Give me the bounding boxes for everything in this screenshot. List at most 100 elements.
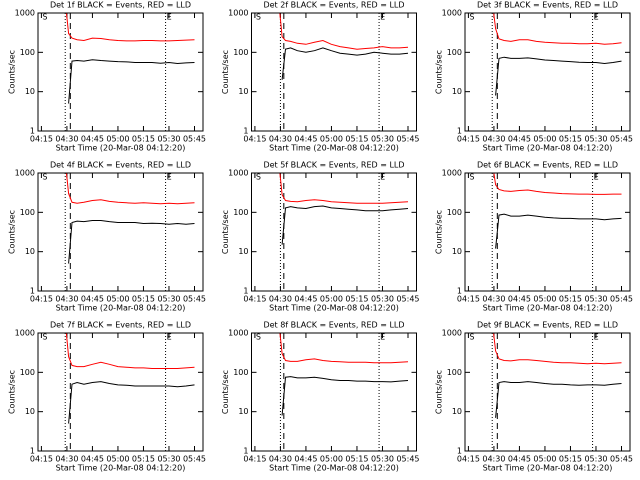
chart-title: Det 9f BLACK = Events, RED = LLD [477, 321, 618, 330]
x-tick-label: 04:30 [482, 455, 505, 464]
plot-frame [251, 12, 417, 132]
x-tick-label: 05:15 [132, 455, 155, 464]
annotation: E [594, 13, 599, 22]
series-line [65, 333, 195, 369]
annotation: E [380, 333, 385, 342]
series-line [493, 173, 622, 195]
plot-frame [464, 332, 631, 452]
y-tick-label: 10 [25, 407, 35, 416]
x-tick-label: 04:45 [294, 295, 317, 304]
panel: Det 1f BLACK = Events, RED = LLD Counts/s… [8, 1, 207, 153]
x-tick-label: 05:30 [157, 295, 180, 304]
x-axis-label: Start Time (20-Mar-08 04:12:20) [269, 304, 399, 313]
x-tick-label: 04:30 [269, 135, 292, 144]
annotation: E [594, 173, 599, 182]
y-axis-label: Counts/sec [8, 370, 17, 414]
chart-title: Det 7f BLACK = Events, RED = LLD [50, 321, 191, 330]
x-tick-label: 04:15 [457, 295, 480, 304]
series-line [279, 13, 409, 50]
x-tick-label: 05:30 [157, 135, 180, 144]
x-tick-label: 05:00 [106, 295, 129, 304]
y-tick-label: 100 [447, 48, 462, 57]
y-tick-label: 1 [243, 287, 248, 296]
x-tick-label: 05:15 [132, 295, 155, 304]
plot-frame [464, 12, 631, 132]
y-tick-label: 1 [30, 127, 35, 136]
plot-frame [464, 172, 631, 292]
y-tick-label: 1 [243, 447, 248, 456]
y-axis-label: Counts/sec [221, 50, 230, 94]
x-tick-label: 05:45 [396, 455, 419, 464]
x-tick-label: 05:00 [533, 295, 556, 304]
series-line [68, 59, 195, 104]
annotation: S [42, 173, 47, 182]
x-tick-label: 05:15 [132, 135, 155, 144]
annotation: S [256, 13, 261, 22]
annotation: S [42, 13, 47, 22]
x-tick-label: 04:45 [81, 455, 104, 464]
panel: Det 3f BLACK = Events, RED = LLD Counts/s… [435, 1, 634, 153]
x-tick-label: 05:15 [559, 455, 582, 464]
x-tick-label: 04:45 [294, 135, 317, 144]
chart-title: Det 2f BLACK = Events, RED = LLD [263, 1, 404, 10]
x-tick-label: 04:30 [269, 295, 292, 304]
series-line [281, 205, 409, 245]
x-tick-label: 05:00 [320, 295, 343, 304]
x-tick-label: 04:15 [243, 295, 266, 304]
x-tick-label: 04:15 [30, 135, 53, 144]
x-tick-label: 05:45 [396, 295, 419, 304]
x-tick-label: 05:30 [584, 135, 607, 144]
x-tick-label: 04:15 [30, 295, 53, 304]
y-axis-label: Counts/sec [435, 210, 444, 254]
x-tick-label: 05:00 [533, 455, 556, 464]
series-line [281, 376, 409, 416]
chart-title: Det 4f BLACK = Events, RED = LLD [50, 161, 191, 170]
y-tick-label: 10 [25, 87, 35, 96]
y-tick-label: 1000 [442, 9, 462, 18]
series-line [65, 173, 195, 205]
annotation: E [594, 333, 599, 342]
y-tick-label: 1 [457, 287, 462, 296]
x-tick-label: 05:30 [157, 455, 180, 464]
annotation: E [380, 13, 385, 22]
chart-title: Det 5f BLACK = Events, RED = LLD [263, 161, 404, 170]
y-tick-label: 10 [238, 87, 248, 96]
x-tick-label: 04:15 [457, 455, 480, 464]
panel: Det 4f BLACK = Events, RED = LLD Counts/s… [8, 161, 207, 313]
x-tick-label: 04:30 [55, 295, 78, 304]
y-tick-label: 1000 [15, 329, 35, 338]
annotation: S [469, 173, 474, 182]
chart-title: Det 8f BLACK = Events, RED = LLD [263, 321, 404, 330]
plot-frame [37, 172, 204, 292]
x-tick-label: 04:45 [508, 295, 531, 304]
x-tick-label: 04:15 [457, 135, 480, 144]
y-tick-label: 1000 [15, 169, 35, 178]
y-tick-label: 1 [30, 287, 35, 296]
series-line [493, 333, 622, 365]
y-tick-label: 10 [25, 247, 35, 256]
annotation: E [167, 173, 172, 182]
y-axis-label: Counts/sec [221, 210, 230, 254]
plot-frame [37, 12, 204, 132]
x-tick-label: 04:30 [269, 455, 292, 464]
y-tick-label: 1 [457, 127, 462, 136]
plot-frame [251, 172, 417, 292]
x-tick-label: 04:45 [294, 455, 317, 464]
series-line [68, 220, 195, 264]
x-tick-label: 05:45 [183, 135, 206, 144]
x-tick-label: 05:15 [559, 135, 582, 144]
annotation: S [256, 173, 261, 182]
y-axis-label: Counts/sec [8, 50, 17, 94]
x-axis-label: Start Time (20-Mar-08 04:12:20) [483, 464, 613, 473]
x-tick-label: 04:30 [482, 295, 505, 304]
x-tick-label: 05:45 [610, 295, 633, 304]
chart-title: Det 6f BLACK = Events, RED = LLD [477, 161, 618, 170]
x-tick-label: 05:45 [610, 135, 633, 144]
series-line [68, 381, 195, 424]
chart-title: Det 1f BLACK = Events, RED = LLD [50, 1, 191, 10]
x-tick-label: 05:00 [106, 455, 129, 464]
y-tick-label: 1000 [228, 329, 248, 338]
chart-title: Det 3f BLACK = Events, RED = LLD [477, 1, 618, 10]
y-axis-label: Counts/sec [8, 210, 17, 254]
x-tick-label: 04:15 [243, 135, 266, 144]
